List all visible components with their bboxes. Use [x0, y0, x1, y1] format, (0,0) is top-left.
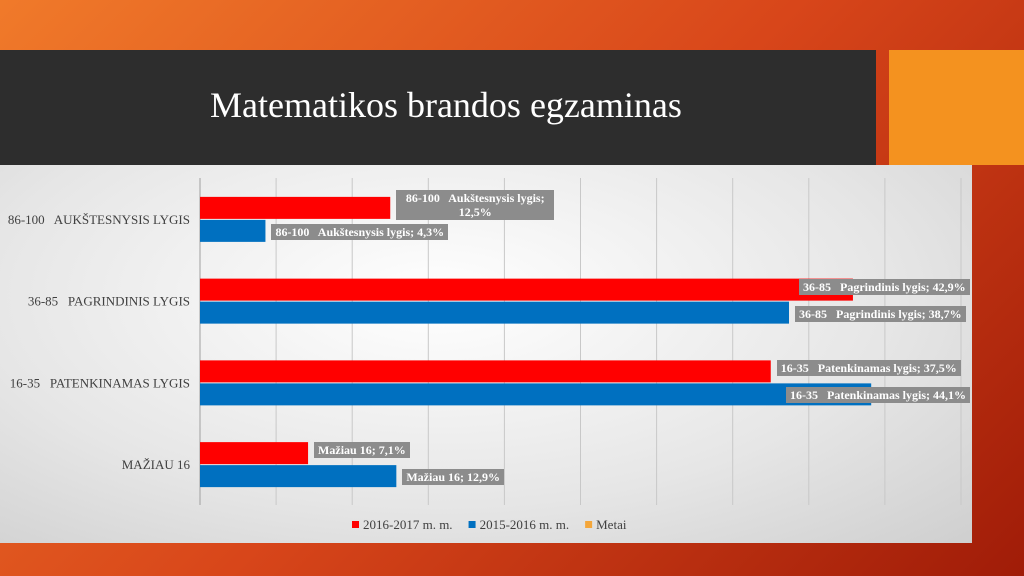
legend-swatch	[585, 521, 593, 528]
legend-label: Metai	[596, 517, 627, 532]
bar	[200, 465, 397, 488]
bar	[200, 219, 266, 242]
data-label: 36-85 Pagrindinis lygis; 38,7%	[795, 305, 966, 322]
category-label: 16-35 PATENKINAMAS LYGIS	[10, 375, 190, 390]
data-label: 86-100 Aukštesnysis lygis; 12,5%	[396, 189, 555, 220]
bar	[200, 442, 309, 465]
chart: 86-100 AUKŠTESNYSIS LYGIS 36-85 PAGRINDIN…	[8, 178, 962, 532]
bar	[200, 360, 771, 383]
legend-swatch	[352, 521, 359, 528]
bar	[200, 278, 853, 301]
category-label: 36-85 PAGRINDINIS LYGIS	[28, 294, 190, 309]
slide-title: Matematikos brandos egzaminas	[210, 85, 682, 125]
data-label: Mažiau 16; 12,9%	[402, 469, 504, 486]
category-label: 86-100 AUKŠTESNYSIS LYGIS	[8, 212, 190, 227]
data-label: 16-35 Patenkinamas lygis; 44,1%	[786, 387, 971, 404]
bar	[200, 301, 790, 324]
data-label: 86-100 Aukštesnysis lygis; 4,3%	[271, 223, 449, 240]
accent-square	[889, 50, 1024, 165]
legend-label: 2015-2016 m. m.	[480, 517, 570, 532]
category-label: MAŽIAU 16	[122, 457, 191, 472]
legend-label: 2016-2017 m. m.	[363, 517, 453, 532]
legend-swatch	[468, 521, 476, 528]
bar	[200, 383, 872, 406]
bar	[200, 196, 391, 219]
data-label: 36-85 Pagrindinis lygis; 42,9%	[799, 278, 970, 295]
data-label: Mažiau 16; 7,1%	[314, 442, 410, 459]
data-label: 16-35 Patenkinamas lygis; 37,5%	[776, 360, 961, 377]
title-band	[0, 50, 876, 165]
